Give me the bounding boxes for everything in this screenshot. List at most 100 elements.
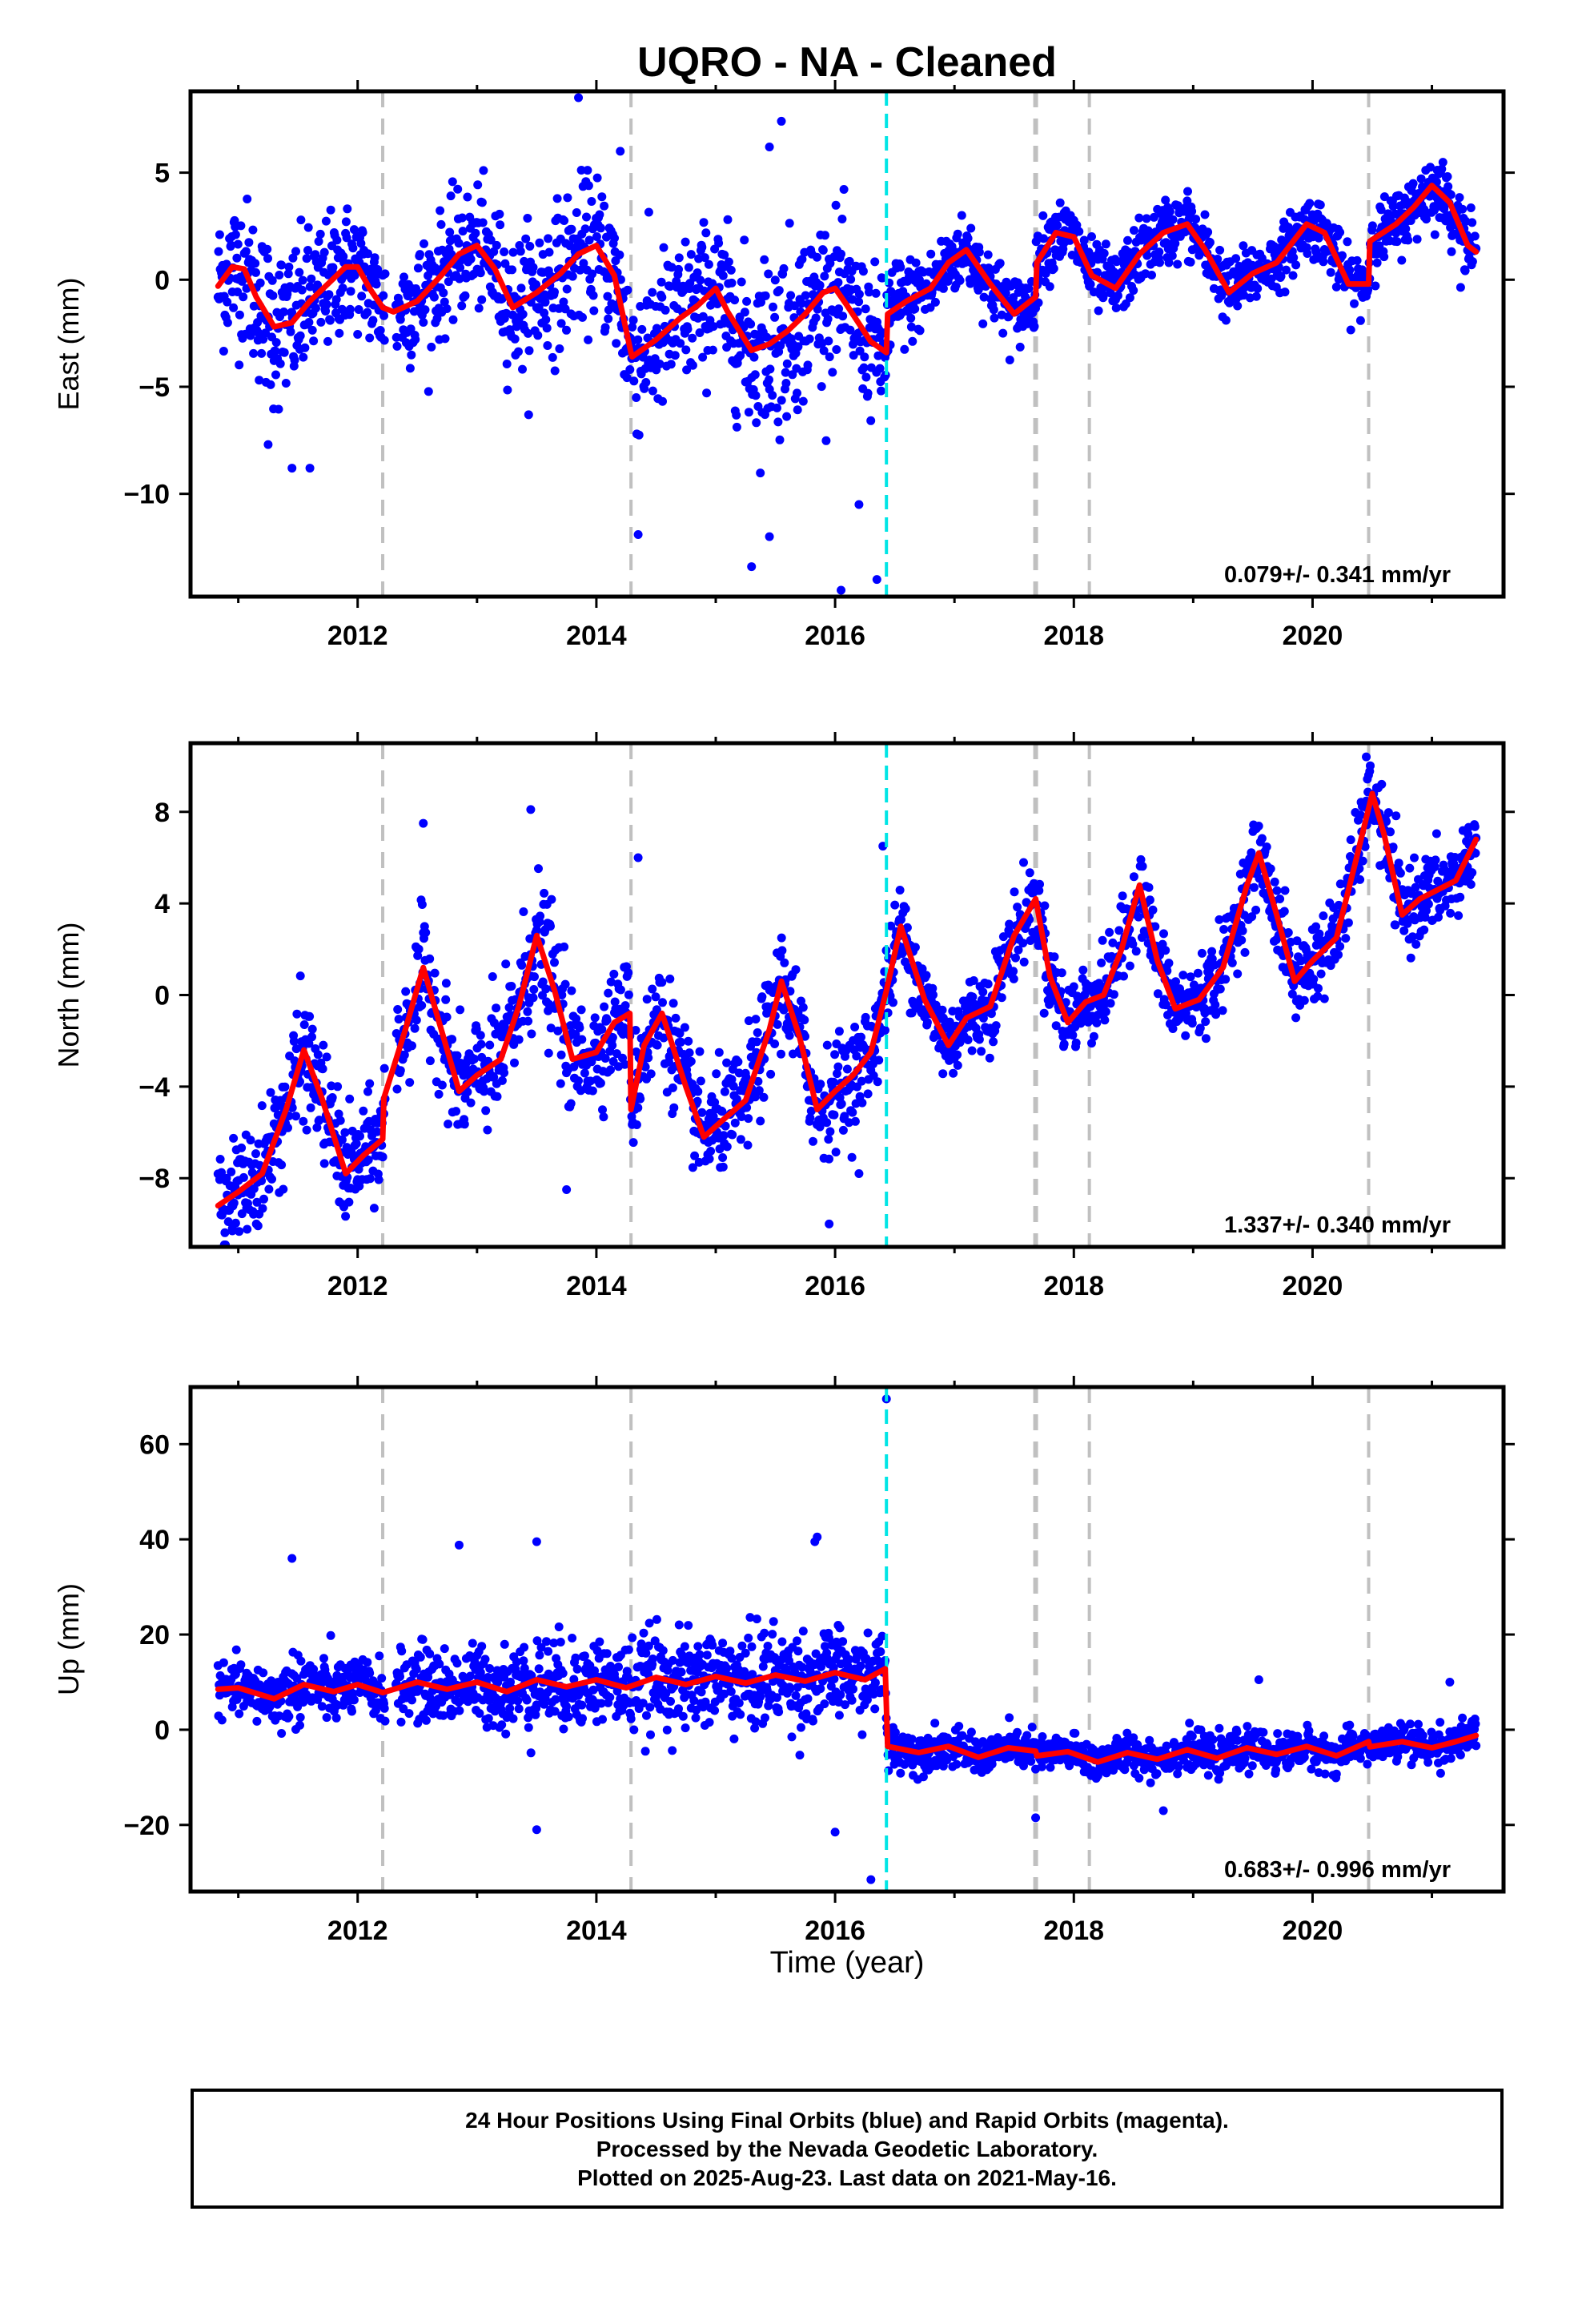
data-point [791,348,801,358]
data-point [1159,929,1168,939]
data-point [365,1668,375,1678]
data-point [1379,192,1389,202]
data-point [897,915,905,924]
data-point [693,268,702,278]
data-point [722,1142,732,1152]
data-point [516,247,525,256]
data-point [774,286,784,296]
data-point [1346,325,1355,335]
data-point [1030,322,1039,332]
data-point [363,249,372,259]
data-point [392,1084,402,1094]
data-point [889,998,897,1007]
data-point [345,304,355,314]
data-point [407,350,416,360]
data-point [365,1174,375,1184]
data-point [440,334,450,344]
x-tick-label: 2020 [1283,1271,1343,1301]
data-point [295,331,305,340]
data-point [1164,258,1174,267]
data-point [222,1173,231,1183]
data-point [473,180,483,190]
data-point [744,1114,753,1124]
data-point [618,1030,628,1039]
data-point [412,284,420,293]
data-point [1240,947,1250,957]
data-point [806,1106,816,1116]
data-point [686,1056,696,1066]
data-point [322,1713,331,1723]
data-point [1129,226,1138,235]
data-point [818,246,828,255]
data-point [1420,912,1430,922]
data-point [665,974,675,983]
data-point [983,979,993,989]
data-point [456,1005,465,1015]
data-point [455,1706,464,1715]
data-point [797,255,807,264]
data-point [249,348,259,358]
data-point [502,360,512,368]
data-point [220,1228,230,1237]
data-point [576,265,585,275]
data-point [302,254,311,263]
data-point [1233,969,1243,979]
data-point [476,1031,485,1040]
data-point [400,272,408,282]
data-point [251,1149,260,1159]
data-point [759,1092,769,1102]
data-point [866,416,876,425]
data-point [530,972,539,982]
data-point [1388,842,1398,852]
data-point [547,895,556,904]
data-point [815,280,825,290]
data-point [656,277,666,287]
data-point [580,1068,589,1078]
data-point [1251,292,1261,301]
data-point [1128,939,1138,949]
data-point [1168,215,1178,224]
data-point [316,317,326,327]
data-point [275,271,284,279]
data-point [681,345,691,355]
data-point [579,259,588,268]
data-point [524,328,533,338]
data-point [231,1218,240,1228]
outlier-point-4 [633,529,643,539]
data-point [516,283,526,293]
data-point [518,309,528,319]
data-point [495,209,504,219]
data-point [1426,163,1435,172]
data-point [296,1656,306,1666]
data-point [740,235,749,245]
data-point [267,275,277,285]
data-point [596,1079,605,1088]
panel-frame [188,741,1506,1249]
data-point [437,1080,447,1090]
data-point [496,220,505,230]
data-point [236,1660,246,1670]
data-point [1412,235,1422,244]
data-point [246,1136,255,1145]
data-point [801,291,810,300]
data-point [640,1062,650,1072]
data-point [291,1112,300,1121]
data-point [1148,905,1158,915]
data-point [1456,283,1465,292]
data-point [1371,281,1380,291]
data-point [408,1695,416,1705]
data-point [756,468,765,478]
data-point [326,1630,335,1640]
data-point [1010,887,1019,897]
data-point [1470,231,1480,241]
data-point [652,1040,662,1050]
data-point [1161,1000,1170,1010]
data-point [636,1094,645,1104]
data-point [1049,263,1058,273]
data-point [805,1113,815,1123]
data-point [1187,207,1197,216]
data-point [500,247,509,256]
data-point [1335,942,1345,951]
data-point [1219,925,1229,934]
data-point [542,324,552,333]
